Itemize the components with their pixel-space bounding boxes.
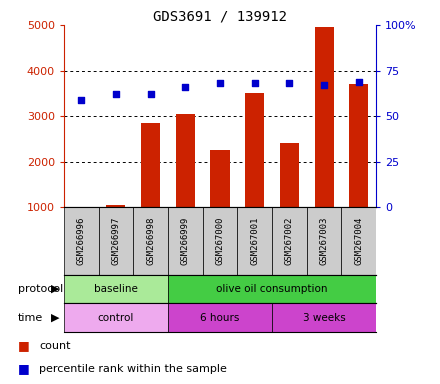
Point	[216, 80, 224, 86]
Bar	[64, 207, 99, 275]
Bar	[64, 303, 168, 332]
Bar	[168, 207, 203, 275]
Text: GSM267003: GSM267003	[319, 217, 329, 265]
Text: GSM267001: GSM267001	[250, 217, 259, 265]
Text: ■: ■	[18, 362, 29, 375]
Text: GSM266997: GSM266997	[111, 217, 121, 265]
Text: time: time	[18, 313, 43, 323]
Bar	[64, 275, 168, 303]
Text: baseline: baseline	[94, 284, 138, 294]
Bar	[203, 207, 237, 275]
Text: percentile rank within the sample: percentile rank within the sample	[39, 364, 227, 374]
Bar	[307, 207, 341, 275]
Bar	[141, 123, 160, 207]
Bar	[341, 207, 376, 275]
Text: GSM267002: GSM267002	[285, 217, 294, 265]
Text: GSM266999: GSM266999	[181, 217, 190, 265]
Title: GDS3691 / 139912: GDS3691 / 139912	[153, 10, 287, 24]
Point	[77, 97, 84, 103]
Text: GSM267004: GSM267004	[354, 217, 363, 265]
Text: 3 weeks: 3 weeks	[303, 313, 345, 323]
Point	[356, 78, 363, 84]
Text: ▶: ▶	[51, 313, 59, 323]
Point	[286, 80, 293, 86]
Text: 6 hours: 6 hours	[200, 313, 240, 323]
Bar	[168, 275, 376, 303]
Text: GSM266996: GSM266996	[77, 217, 86, 265]
Text: control: control	[98, 313, 134, 323]
Bar	[237, 207, 272, 275]
Text: olive oil consumption: olive oil consumption	[216, 284, 328, 294]
Bar	[349, 84, 368, 207]
Text: ■: ■	[18, 339, 29, 352]
Bar	[272, 303, 376, 332]
Bar	[280, 142, 299, 207]
Bar	[210, 151, 230, 207]
Point	[251, 80, 258, 86]
Point	[321, 82, 328, 88]
Bar	[99, 207, 133, 275]
Bar	[272, 207, 307, 275]
Bar	[176, 114, 195, 207]
Text: count: count	[39, 341, 71, 351]
Text: GSM267000: GSM267000	[216, 217, 224, 265]
Point	[112, 91, 119, 98]
Text: ▶: ▶	[51, 284, 59, 294]
Bar	[315, 27, 334, 207]
Bar	[245, 93, 264, 207]
Bar	[133, 207, 168, 275]
Point	[182, 84, 189, 90]
Text: protocol: protocol	[18, 284, 63, 294]
Bar	[168, 303, 272, 332]
Text: GSM266998: GSM266998	[146, 217, 155, 265]
Point	[147, 91, 154, 98]
Bar	[106, 205, 125, 207]
